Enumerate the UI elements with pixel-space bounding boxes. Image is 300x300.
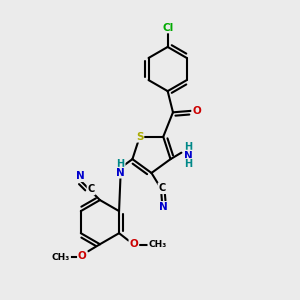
Text: CH₃: CH₃ (148, 240, 166, 249)
Text: O: O (192, 106, 201, 116)
Text: N: N (76, 171, 84, 181)
Text: H: H (184, 159, 192, 169)
Text: O: O (78, 251, 87, 261)
Text: O: O (129, 239, 138, 249)
Text: N: N (184, 151, 193, 160)
Text: Cl: Cl (162, 22, 173, 32)
Text: C: C (158, 183, 166, 193)
Text: H: H (117, 159, 125, 170)
Text: S: S (136, 132, 143, 142)
Text: C: C (88, 184, 95, 194)
Text: CH₃: CH₃ (52, 253, 70, 262)
Text: H: H (184, 142, 192, 152)
Text: N: N (116, 168, 125, 178)
Text: N: N (159, 202, 168, 212)
